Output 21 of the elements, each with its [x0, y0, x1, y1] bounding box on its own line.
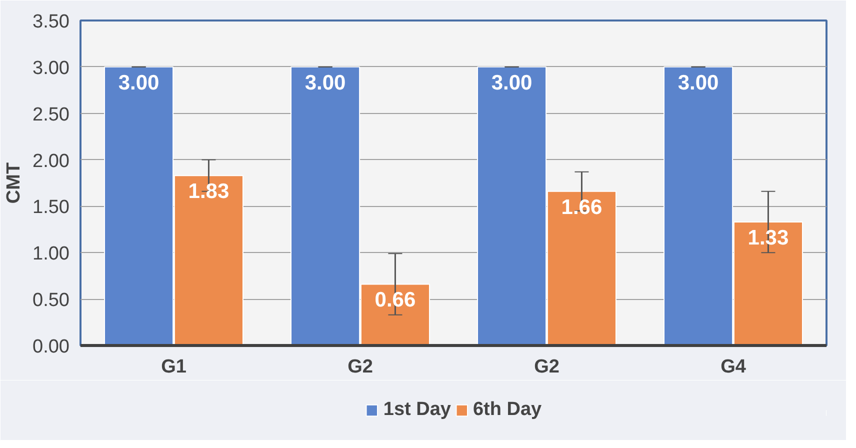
x-tick-label: G4 — [720, 356, 746, 378]
data-label: 3.00 — [491, 71, 532, 94]
y-tick-label: 3.00 — [32, 58, 70, 79]
y-tick-label: 1.00 — [32, 244, 70, 265]
x-tick-label: G2 — [348, 356, 373, 378]
data-label: 3.00 — [678, 71, 719, 94]
x-tick-label: G2 — [534, 356, 560, 378]
data-label: 3.00 — [118, 71, 160, 94]
y-tick-label: 0.50 — [32, 290, 70, 312]
y-axis-title: CMT — [4, 162, 25, 204]
y-tick-label: 3.50 — [32, 12, 70, 32]
y-tick-label: 2.00 — [32, 150, 70, 172]
data-label: 3.00 — [304, 71, 346, 94]
legend-label: 6th Day — [472, 399, 542, 421]
data-label: 1.83 — [188, 180, 230, 203]
data-label: 1.66 — [561, 196, 602, 219]
legend-label: 1st Day — [383, 399, 451, 421]
y-tick-label: 0.00 — [32, 336, 70, 358]
y-tick-label: 1.50 — [32, 197, 70, 218]
y-tick-label: 2.50 — [32, 104, 70, 126]
x-tick-label: G1 — [161, 356, 187, 378]
